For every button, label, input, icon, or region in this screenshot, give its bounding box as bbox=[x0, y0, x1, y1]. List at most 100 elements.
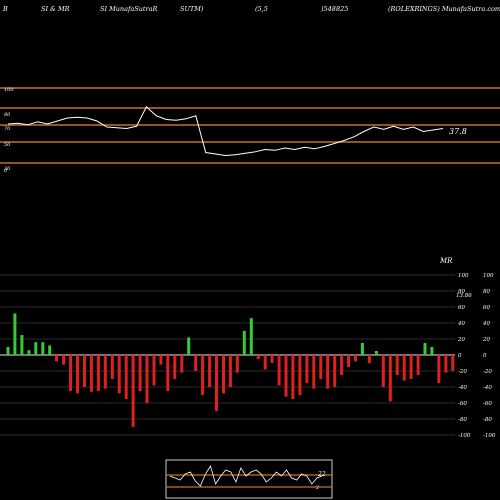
rsi-left-tick: 50 bbox=[4, 142, 11, 148]
mrsi-bar bbox=[360, 343, 364, 355]
mrsi-right-tick: -40 bbox=[458, 385, 467, 391]
mrsi-bar bbox=[354, 355, 357, 362]
mrsi-right-tick: -100 bbox=[458, 433, 471, 439]
mrsi-right-tick-inner: 40 bbox=[482, 321, 490, 327]
header-item: SUTM) bbox=[180, 5, 204, 13]
mrsi-right-tick-inner: -100 bbox=[483, 433, 496, 439]
mrsi-bar bbox=[256, 355, 260, 359]
header-item: SI MunafaSutraR bbox=[100, 5, 158, 13]
mrsi-bar bbox=[333, 355, 337, 387]
mrsi-bar bbox=[89, 355, 93, 392]
mrsi-bar bbox=[131, 355, 135, 427]
mrsi-bar bbox=[367, 355, 371, 363]
mrsi-bar bbox=[41, 342, 45, 355]
mrsi-bar bbox=[409, 355, 413, 379]
mrsi-bar bbox=[215, 355, 218, 411]
mrsi-right-tick: 20 bbox=[457, 337, 465, 343]
rsi-panel: 100 80 70 50 300 37.8 bbox=[0, 87, 500, 174]
mini-panel: 222 bbox=[165, 459, 333, 499]
rsi-series-line bbox=[7, 105, 444, 157]
mrsi-bar bbox=[173, 355, 177, 379]
mrsi-bar bbox=[319, 355, 323, 379]
mrsi-bar bbox=[6, 347, 10, 355]
mrsi-bar bbox=[13, 313, 17, 355]
mini-frame bbox=[165, 459, 333, 499]
mrsi-bar bbox=[423, 343, 427, 355]
mrsi-bar bbox=[187, 337, 191, 355]
mrsi-bar bbox=[340, 355, 344, 375]
mrsi-title: MR bbox=[439, 257, 453, 265]
mrsi-bar bbox=[180, 355, 184, 373]
mrsi-bar bbox=[55, 355, 59, 362]
header-item: B bbox=[3, 5, 8, 13]
mrsi-bar bbox=[34, 342, 38, 355]
mrsi-right-tick-inner: 60 bbox=[483, 305, 490, 311]
mrsi-right-tick-inner: 20 bbox=[482, 337, 490, 343]
mrsi-bar bbox=[96, 355, 100, 391]
mrsi-bar bbox=[291, 355, 295, 399]
mrsi-right-tick: -80 bbox=[458, 417, 467, 423]
mrsi-bar bbox=[305, 355, 309, 383]
mrsi-right-tick-inner: -40 bbox=[483, 385, 492, 391]
mrsi-bar bbox=[152, 355, 156, 386]
header-item: (5,5 bbox=[255, 5, 268, 13]
mrsi-bar bbox=[166, 355, 170, 391]
mrsi-bar bbox=[451, 355, 455, 371]
mrsi-bar bbox=[103, 355, 107, 389]
mrsi-bar bbox=[388, 355, 392, 402]
mrsi-bar bbox=[27, 350, 31, 355]
mrsi-right-tick-inner: 0 bbox=[483, 353, 487, 359]
mrsi-bar bbox=[242, 331, 246, 355]
mrsi-right-tick: 60 bbox=[458, 305, 465, 311]
mrsi-bar bbox=[194, 355, 198, 371]
mrsi-right-tick: 40 bbox=[457, 321, 465, 327]
header-item: (ROLEXRINGS) MunafaSutra.com bbox=[388, 5, 500, 13]
mrsi-bar bbox=[76, 355, 79, 394]
mrsi-bar bbox=[277, 355, 281, 386]
mrsi-bar bbox=[437, 355, 441, 383]
mrsi-right-tick-inner: -20 bbox=[483, 369, 492, 375]
mrsi-bar bbox=[124, 355, 128, 399]
mrsi-bar bbox=[326, 355, 330, 389]
mrsi-right-tick-inner: 100 bbox=[483, 273, 494, 279]
mrsi-bar bbox=[402, 355, 406, 381]
mrsi-bar bbox=[430, 347, 434, 355]
mrsi-bar bbox=[235, 355, 239, 373]
mrsi-bar bbox=[444, 355, 448, 373]
rsi-left-tick: 0 bbox=[4, 168, 8, 174]
mrsi-bar bbox=[312, 355, 316, 389]
mrsi-bar bbox=[228, 355, 232, 387]
mini-series-line bbox=[169, 465, 323, 487]
mrsi-bar bbox=[20, 335, 24, 355]
header-item: )548825 bbox=[321, 5, 349, 13]
mrsi-right-tick-inner: -80 bbox=[483, 417, 492, 423]
mrsi-bar bbox=[62, 355, 66, 365]
mrsi-bar bbox=[110, 355, 114, 379]
mrsi-bar bbox=[374, 351, 378, 355]
mrsi-right-tick: -60 bbox=[458, 401, 467, 407]
mrsi-bar bbox=[263, 355, 267, 370]
mrsi-bar bbox=[48, 345, 52, 355]
mrsi-bar bbox=[208, 355, 212, 387]
mrsi-bar bbox=[416, 355, 420, 375]
mrsi-bar bbox=[222, 355, 225, 394]
mrsi-bar bbox=[381, 355, 385, 387]
mini-label-2: 2 bbox=[315, 485, 319, 491]
mrsi-right-tick: 0 bbox=[458, 353, 462, 359]
mrsi-bar bbox=[117, 355, 121, 394]
mrsi-bar bbox=[138, 355, 142, 391]
mrsi-bar bbox=[145, 355, 149, 403]
header-item: SI & MR bbox=[41, 5, 70, 13]
mrsi-bar bbox=[159, 355, 163, 365]
rsi-left-tick: 100 bbox=[4, 87, 14, 93]
rsi-last-value: 37.8 bbox=[449, 127, 467, 136]
mrsi-right-tick: -20 bbox=[458, 369, 467, 375]
rsi-left-tick: 70 bbox=[4, 126, 11, 132]
mini-label: 22 bbox=[317, 471, 326, 478]
mrsi-right-tick-inner: -60 bbox=[483, 401, 492, 407]
mrsi-bar bbox=[249, 318, 253, 355]
mrsi-bar bbox=[347, 355, 351, 367]
mrsi-bar bbox=[83, 355, 86, 387]
mrsi-right-tick-inner: 80 bbox=[483, 289, 490, 295]
